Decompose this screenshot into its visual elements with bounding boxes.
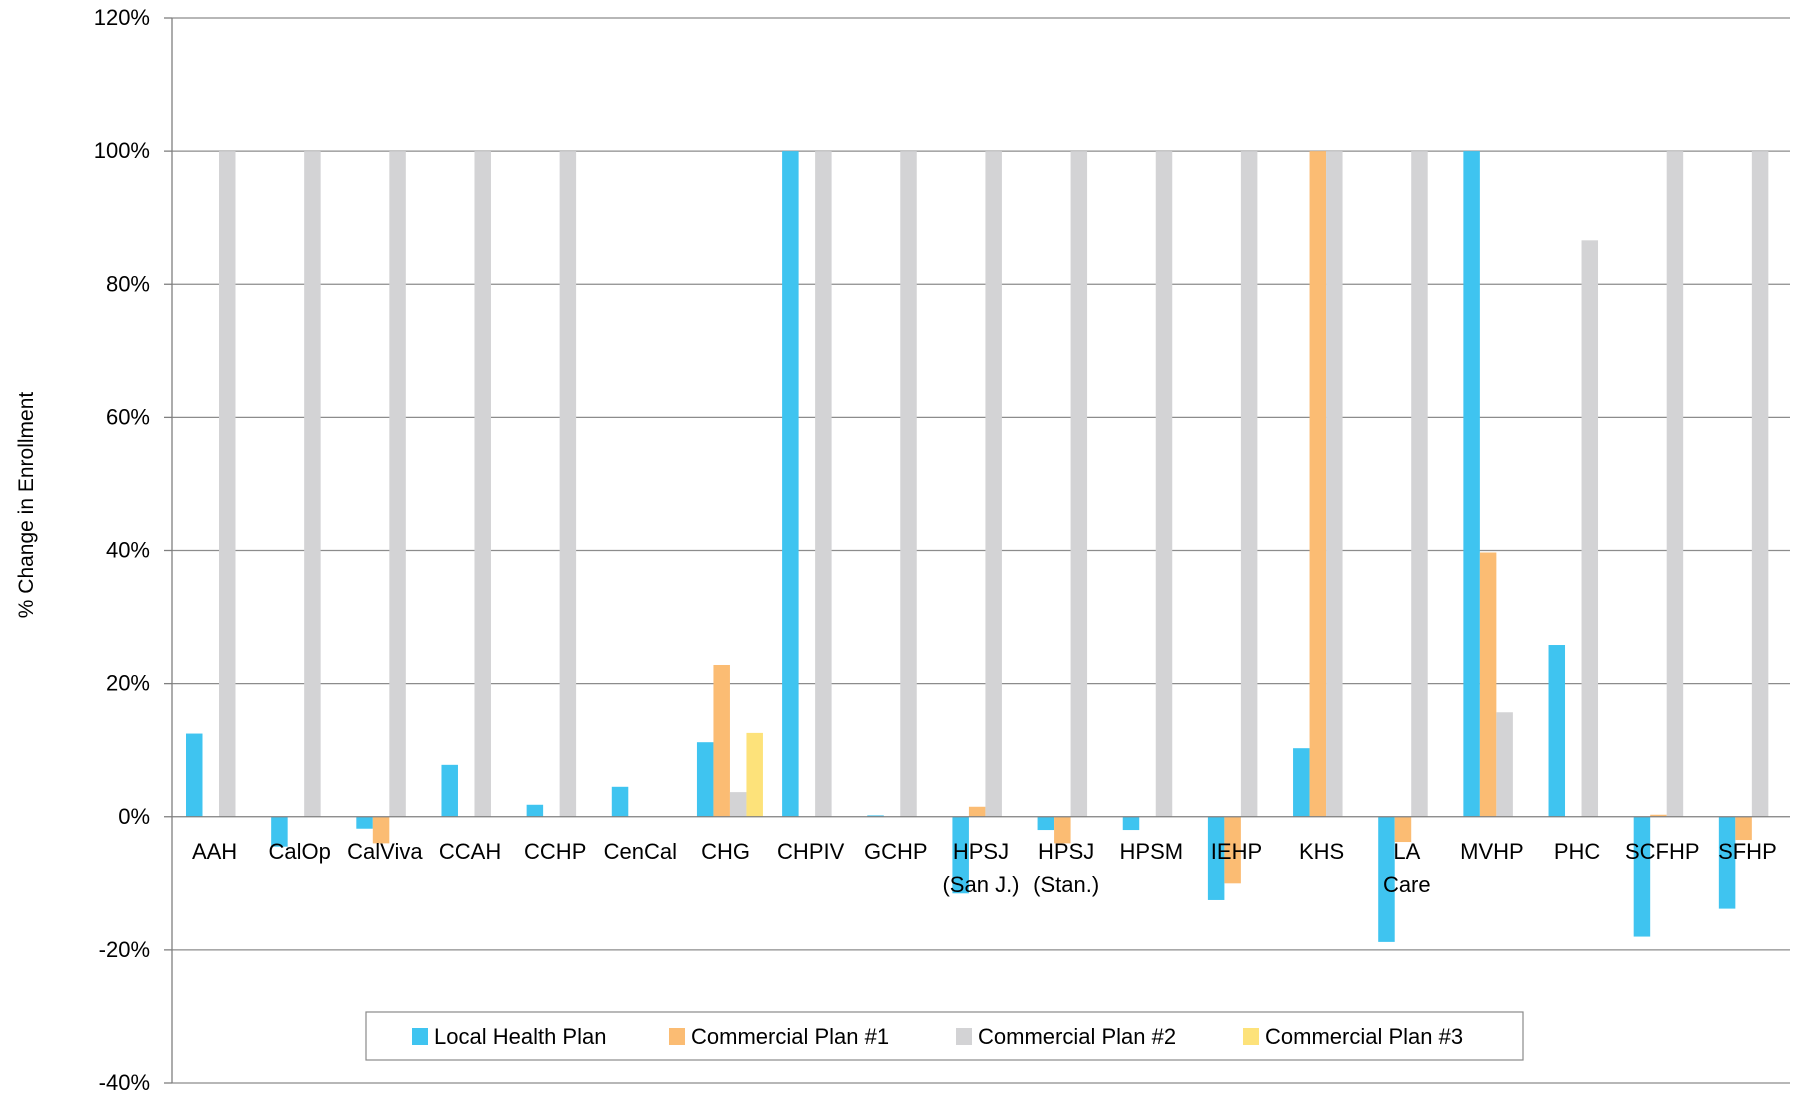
bar <box>304 151 321 817</box>
bar <box>1666 151 1684 817</box>
x-category-label: PHC <box>1554 839 1601 864</box>
x-category-label: HPSJ <box>953 839 1009 864</box>
category-labels: AAH CalOp CalViva CCAH CCHP CenCal CHG CHPIV GCH… <box>192 839 1777 897</box>
x-category-label: SFHP <box>1718 839 1777 864</box>
y-tick-label: -40% <box>99 1070 150 1095</box>
y-tick-labels: -40% -20% 0% 20% 40% 60% 80% 100% 120% <box>94 5 150 1095</box>
bar <box>526 804 544 817</box>
x-category-label: Care <box>1383 872 1431 897</box>
x-category-label: MVHP <box>1460 839 1524 864</box>
bar <box>867 815 884 817</box>
bar <box>952 816 969 894</box>
bar <box>1633 816 1651 937</box>
x-category-label: CCHP <box>524 839 586 864</box>
bar <box>1293 748 1310 817</box>
legend-items: Local Health Plan Commercial Plan #1 Comme… <box>412 1024 1463 1049</box>
bar <box>271 816 288 847</box>
legend-frame <box>365 1011 1524 1061</box>
bar <box>1394 816 1412 843</box>
bar <box>1735 816 1752 841</box>
bar <box>985 151 1002 817</box>
bar <box>1309 151 1327 817</box>
gridlines <box>164 17 1790 1084</box>
bar <box>389 151 406 817</box>
legend-label: Commercial Plan #3 <box>1265 1024 1463 1049</box>
bars <box>186 151 1769 942</box>
bar <box>1326 151 1343 817</box>
legend-swatch <box>669 1028 685 1045</box>
legend: Local Health Plan Commercial Plan #1 Comme… <box>365 1011 1524 1061</box>
legend-label: Local Health Plan <box>434 1024 606 1049</box>
y-tick-label: 20% <box>106 671 150 696</box>
x-category-label: CCAH <box>439 839 501 864</box>
bar <box>1240 151 1258 817</box>
bar <box>1070 151 1088 817</box>
bar <box>1650 814 1667 817</box>
x-category-label: HPSJ <box>1038 839 1094 864</box>
x-category-label: AAH <box>192 839 237 864</box>
bar <box>441 764 458 817</box>
x-category-label: (San J.) <box>942 872 1019 897</box>
bar <box>1037 816 1055 831</box>
bar <box>746 732 763 817</box>
x-category-label: CalOp <box>269 839 331 864</box>
x-category-label: CHG <box>701 839 750 864</box>
bar <box>372 816 390 844</box>
bar <box>1718 816 1736 909</box>
bar <box>729 792 747 817</box>
bar <box>611 786 629 817</box>
bar <box>1224 816 1241 884</box>
bar <box>559 151 577 817</box>
bar <box>782 151 799 817</box>
y-tick-label: 40% <box>106 538 150 563</box>
bar <box>1155 151 1173 817</box>
x-category-label: IEHP <box>1211 839 1262 864</box>
y-tick-label: 80% <box>106 271 150 296</box>
bar <box>474 151 491 817</box>
bar <box>1122 816 1140 831</box>
legend-label: Commercial Plan #1 <box>691 1024 889 1049</box>
x-category-label: HPSM <box>1120 839 1184 864</box>
bar <box>1751 151 1769 817</box>
y-tick-label: 60% <box>106 404 150 429</box>
bar <box>186 733 203 817</box>
bar <box>1054 816 1071 844</box>
bar <box>900 151 917 817</box>
bar <box>1207 816 1225 900</box>
bar <box>1378 816 1395 942</box>
x-category-label: CenCal <box>604 839 677 864</box>
legend-swatch <box>1243 1028 1259 1045</box>
bar <box>1463 151 1480 817</box>
bar <box>815 151 832 817</box>
x-category-label: KHS <box>1299 839 1344 864</box>
bar <box>1581 240 1599 817</box>
bar <box>1479 552 1497 817</box>
y-tick-label: 100% <box>94 138 150 163</box>
x-category-label: CHPIV <box>777 839 845 864</box>
legend-swatch <box>412 1028 428 1045</box>
bar <box>356 816 373 829</box>
legend-swatch <box>956 1028 972 1045</box>
x-category-label: CalViva <box>347 839 423 864</box>
bar <box>968 806 986 817</box>
bar <box>1411 151 1428 817</box>
x-category-label: LA <box>1393 839 1420 864</box>
x-category-label: (Stan.) <box>1033 872 1099 897</box>
y-axis-title: % Change in Enrollment <box>15 392 38 619</box>
y-tick-label: 0% <box>118 804 150 829</box>
x-category-label: SCFHP <box>1625 839 1700 864</box>
bar <box>696 742 714 817</box>
bar <box>219 151 236 817</box>
y-tick-label: 120% <box>94 5 150 30</box>
x-category-label: GCHP <box>864 839 928 864</box>
axes <box>171 18 1790 1083</box>
bar <box>1496 712 1513 817</box>
legend-label: Commercial Plan #2 <box>978 1024 1176 1049</box>
bar <box>713 664 730 817</box>
bar <box>1548 645 1566 817</box>
y-tick-label: -20% <box>99 937 150 962</box>
